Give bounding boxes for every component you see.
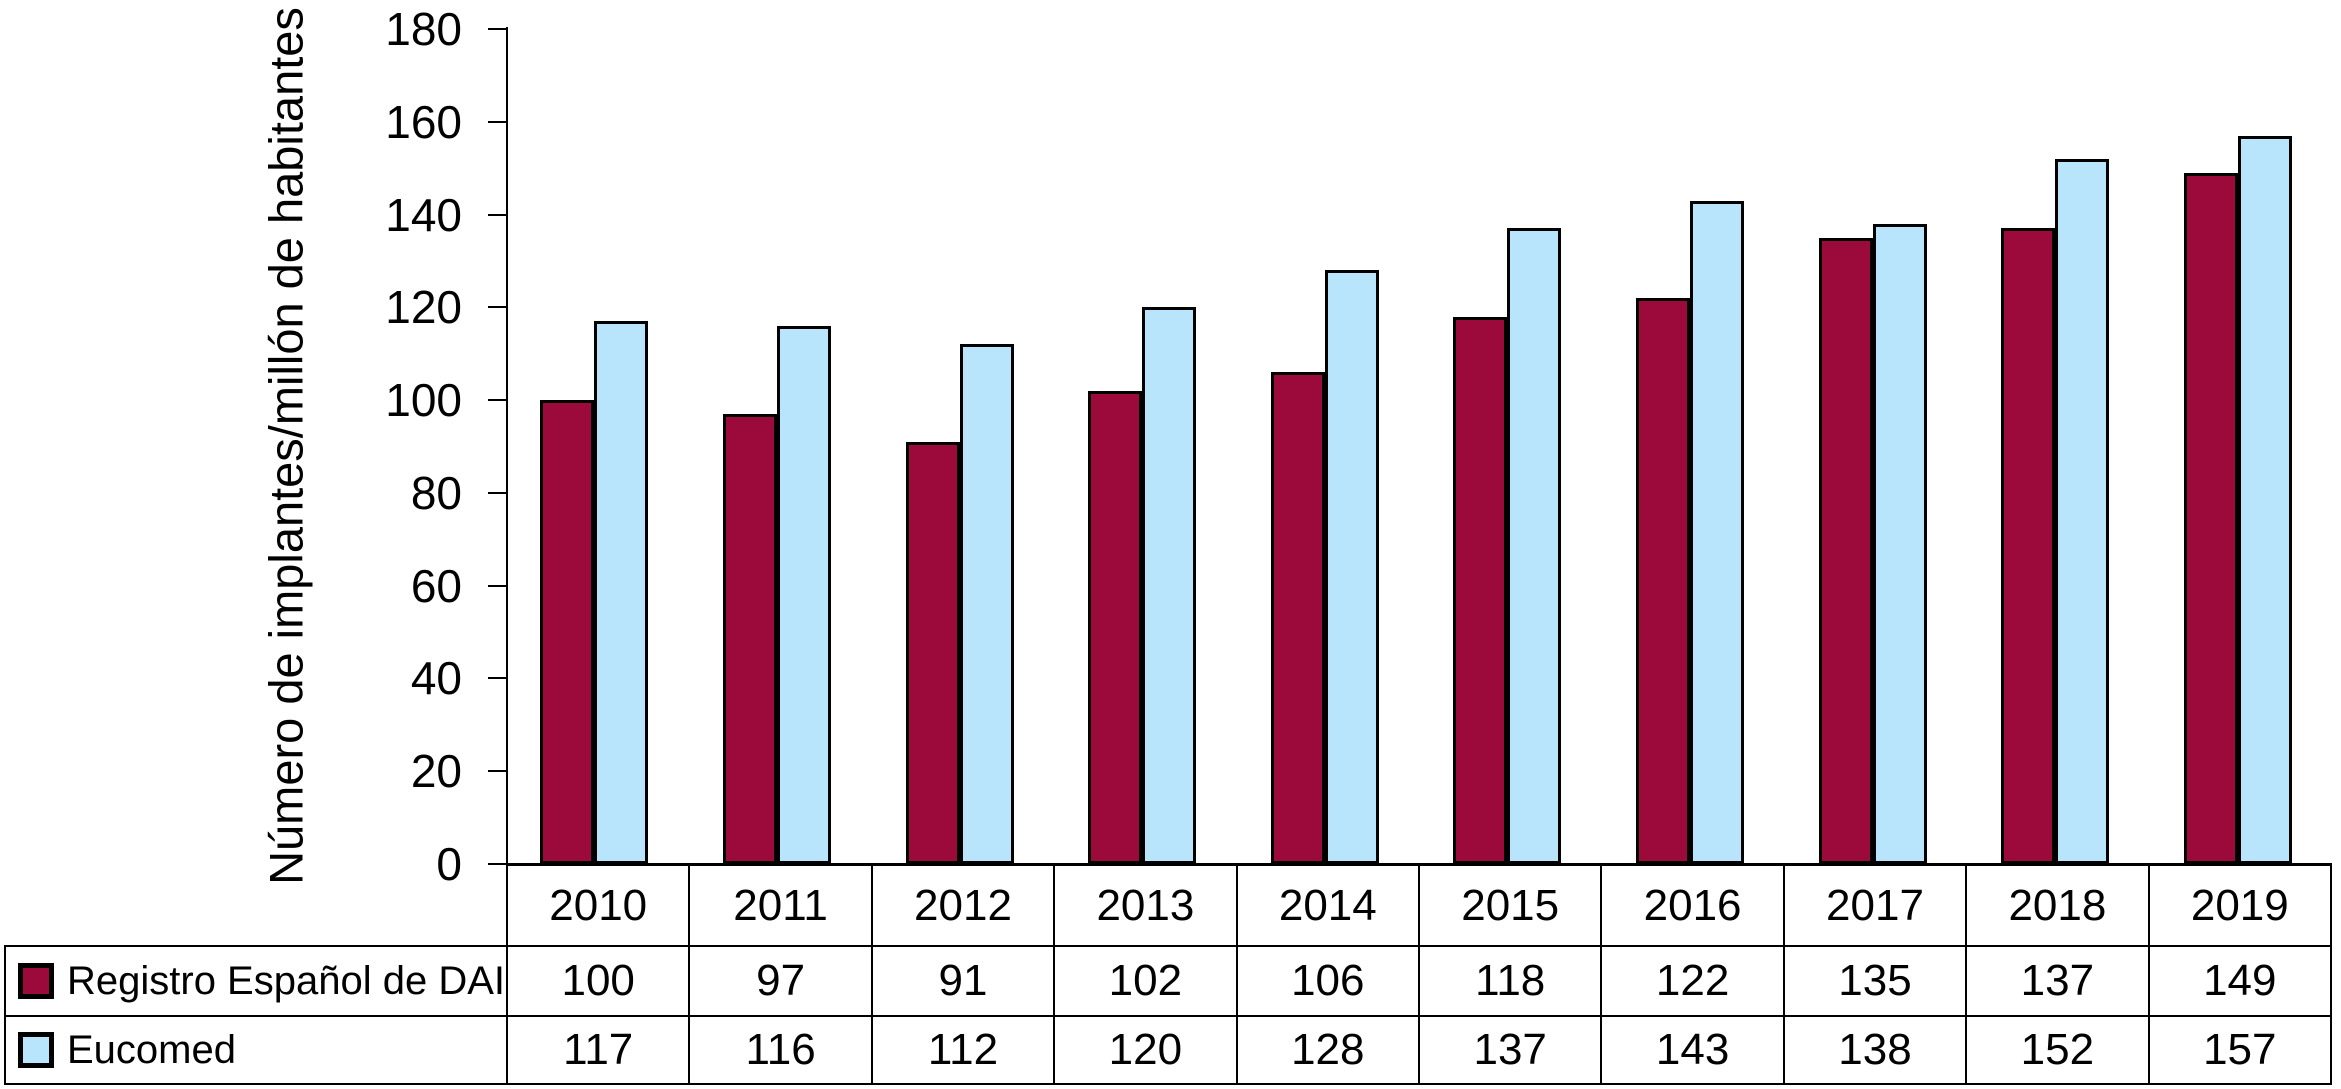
table-value-2014-series-1: 128 <box>1235 1015 1418 1083</box>
y-tick-mark-180 <box>488 28 507 30</box>
bar-2011-series-1 <box>776 326 831 864</box>
bar-2010-series-1 <box>594 321 649 864</box>
x-category-2016: 2016 <box>1602 866 1785 945</box>
y-tick-label-180: 180 <box>385 3 462 55</box>
table-value-2017-series-1: 138 <box>1782 1015 1966 1083</box>
table-value-2010-series-0: 100 <box>506 947 688 1015</box>
bar-2010-series-0 <box>540 400 595 864</box>
bar-2014-series-0 <box>1270 372 1325 864</box>
data-table: Registro Español de DAI Eucomed 100 97 91 1… <box>4 945 2332 1085</box>
bar-2017-series-0 <box>1818 238 1873 864</box>
y-tick-label-160: 160 <box>385 95 462 148</box>
bar-2019-series-1 <box>2237 136 2292 864</box>
y-axis-line <box>506 27 508 866</box>
y-tick-mark-20 <box>488 770 507 773</box>
y-tick-label-140: 140 <box>385 188 462 241</box>
y-tick-mark-100 <box>488 399 507 402</box>
table-value-2019-series-0: 149 <box>2147 947 2330 1015</box>
x-category-2019: 2019 <box>2150 866 2332 945</box>
bar-2011-series-0 <box>722 414 777 864</box>
table-value-2010-series-1: 117 <box>506 1015 689 1083</box>
y-tick-label-40: 40 <box>410 652 462 705</box>
bar-2012-series-1 <box>959 344 1014 864</box>
bar-2013-series-0 <box>1088 391 1143 864</box>
y-tick-mark-0 <box>488 863 507 865</box>
table-value-2014-series-0: 106 <box>1235 947 1418 1015</box>
legend-row-eucomed: Eucomed <box>6 1015 506 1083</box>
y-tick-label-20: 20 <box>410 745 462 798</box>
bar-2018-series-1 <box>2055 159 2110 864</box>
x-category-2010: 2010 <box>508 866 691 945</box>
x-category-2013: 2013 <box>1055 866 1238 945</box>
x-category-2014: 2014 <box>1238 866 1420 945</box>
y-tick-label-60: 60 <box>410 559 462 612</box>
y-tick-mark-80 <box>488 491 507 494</box>
legend-row-registro: Registro Español de DAI <box>6 947 506 1015</box>
bar-2016-series-0 <box>1635 298 1690 864</box>
bar-2014-series-1 <box>1324 270 1379 864</box>
y-tick-mark-120 <box>488 306 507 309</box>
table-value-2011-series-0: 97 <box>688 947 870 1015</box>
registro-legend-swatch <box>18 963 54 999</box>
table-value-2012-series-1: 112 <box>870 1015 1054 1083</box>
y-tick-label-0: 0 <box>436 838 462 890</box>
registro-legend-label: Registro Español de DAI <box>67 958 506 1003</box>
bar-2018-series-0 <box>2001 228 2056 864</box>
table-value-2013-series-1: 120 <box>1053 1015 1236 1083</box>
table-value-2013-series-0: 102 <box>1053 947 1235 1015</box>
y-tick-mark-140 <box>488 213 507 216</box>
plot-area <box>506 29 2332 864</box>
table-value-2015-series-0: 118 <box>1417 947 1600 1015</box>
table-value-2019-series-1: 157 <box>2147 1015 2330 1083</box>
table-value-2018-series-1: 152 <box>1965 1015 2148 1083</box>
eucomed-legend-label: Eucomed <box>67 1027 236 1072</box>
bar-2015-series-1 <box>1507 228 1562 864</box>
x-category-2018: 2018 <box>1967 866 2150 945</box>
bar-2013-series-1 <box>1142 307 1197 864</box>
x-category-2012: 2012 <box>873 866 1056 945</box>
bar-2012-series-0 <box>905 442 960 864</box>
table-value-2012-series-0: 91 <box>870 947 1053 1015</box>
bar-2016-series-1 <box>1689 201 1744 864</box>
x-category-2015: 2015 <box>1420 866 1603 945</box>
y-tick-mark-60 <box>488 584 507 587</box>
table-value-2018-series-0: 137 <box>1965 947 2147 1015</box>
table-value-2015-series-1: 137 <box>1417 1015 1601 1083</box>
eucomed-legend-swatch <box>18 1032 54 1068</box>
bar-2019-series-0 <box>2183 173 2238 864</box>
table-value-2016-series-1: 143 <box>1600 1015 1783 1083</box>
bar-2015-series-0 <box>1453 317 1508 864</box>
table-value-2016-series-0: 122 <box>1600 947 1782 1015</box>
x-axis-line <box>506 863 2332 866</box>
x-category-2011: 2011 <box>690 866 873 945</box>
table-value-2017-series-0: 135 <box>1782 947 1965 1015</box>
y-tick-label-120: 120 <box>385 281 462 334</box>
y-tick-label-100: 100 <box>385 374 462 427</box>
x-axis-category-row: 2010 2011 2012 2013 2014 2015 2016 2017 2018 2019 <box>506 866 2332 945</box>
y-tick-label-80: 80 <box>410 466 462 519</box>
y-tick-mark-40 <box>488 677 507 680</box>
table-value-2011-series-1: 116 <box>688 1015 871 1083</box>
x-category-2017: 2017 <box>1785 866 1968 945</box>
y-tick-mark-160 <box>488 120 507 123</box>
bar-2017-series-1 <box>1872 224 1927 864</box>
